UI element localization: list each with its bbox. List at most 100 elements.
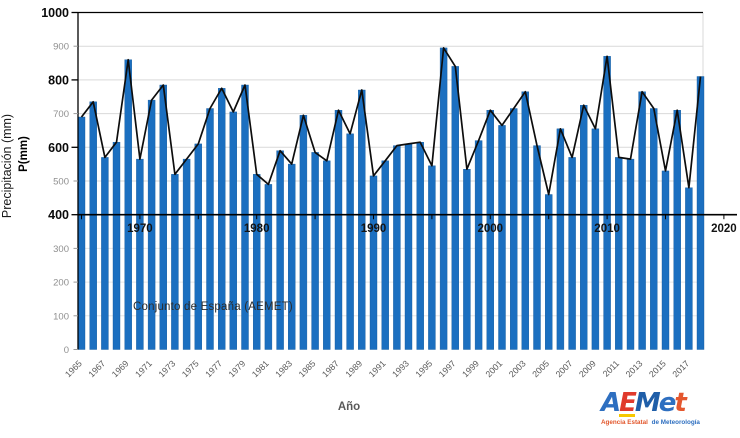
bar-1982 <box>276 150 284 350</box>
bar-1987 <box>334 109 343 350</box>
bar-1967 <box>101 157 109 350</box>
bar-1975 <box>194 143 203 350</box>
y-label-500: 500 <box>53 177 69 188</box>
y-axis-title-secondary: P(mm) <box>18 136 30 172</box>
y-label-1000: 1000 <box>41 6 69 20</box>
bar-2002 <box>510 108 518 350</box>
grid-group <box>78 12 704 350</box>
bar-1978 <box>229 111 238 350</box>
bar-1974 <box>182 158 191 350</box>
bars-group <box>77 47 705 350</box>
y-label-800: 800 <box>48 73 69 87</box>
decade-label-1990: 1990 <box>361 223 387 235</box>
y-label-700: 700 <box>53 109 69 120</box>
year-label-1973: 1973 <box>156 358 177 379</box>
year-label-1971: 1971 <box>133 358 154 379</box>
aemet-logo-word: AEMet <box>601 388 701 418</box>
bar-2006 <box>556 128 565 350</box>
bar-1966 <box>89 101 97 350</box>
bar-1976 <box>206 108 214 350</box>
bar-1999 <box>474 140 483 350</box>
year-label-1975: 1975 <box>180 358 201 379</box>
y-tick-labels: 0 100 200 300 400 500 600 700 800 900 1000 <box>41 6 78 356</box>
bar-2010 <box>603 56 611 350</box>
bar-2015 <box>661 170 670 350</box>
year-label-2017: 2017 <box>670 358 691 379</box>
bar-1980 <box>252 174 261 350</box>
aemet-tagline-left: Agencia Estatal <box>601 419 648 426</box>
year-label-1965: 1965 <box>63 358 84 379</box>
bar-1992 <box>393 145 401 350</box>
year-label-1995: 1995 <box>413 358 434 379</box>
decade-label-2010: 2010 <box>594 223 620 235</box>
bar-1985 <box>311 152 319 350</box>
bar-1970 <box>136 158 144 350</box>
year-label-1989: 1989 <box>343 358 364 379</box>
bar-1981 <box>264 184 273 350</box>
bar-2009 <box>591 128 600 350</box>
bar-1969 <box>124 59 132 350</box>
bar-1990 <box>369 175 378 350</box>
bar-1998 <box>463 168 471 350</box>
y-label-0: 0 <box>64 345 69 356</box>
year-label-1991: 1991 <box>367 358 388 379</box>
decade-labels: 1970 1980 1990 2000 2010 2020 <box>127 223 737 235</box>
bar-2012 <box>626 158 635 350</box>
bar-2001 <box>498 125 506 350</box>
y-label-400: 400 <box>48 208 69 222</box>
bar-1973 <box>171 174 179 350</box>
bar-2011 <box>615 157 623 350</box>
year-label-2009: 2009 <box>577 358 598 379</box>
logo-letter: e <box>658 388 677 418</box>
year-label-2001: 2001 <box>483 358 504 379</box>
bar-2007 <box>568 157 576 350</box>
aemet-logo-tagline: Agencia Estatal de Meteorología <box>601 419 701 426</box>
logo-letter: M <box>634 388 661 418</box>
bar-1968 <box>112 141 121 350</box>
year-label-1979: 1979 <box>227 358 248 379</box>
decade-label-2020: 2020 <box>711 223 737 235</box>
bar-2003 <box>521 91 529 350</box>
bar-2013 <box>638 91 646 350</box>
bar-2008 <box>580 104 588 350</box>
y-label-600: 600 <box>48 141 69 155</box>
bar-1988 <box>346 133 354 350</box>
aemet-logo: AEMet Agencia Estatal de Meteorología <box>601 388 701 426</box>
year-label-1967: 1967 <box>86 358 107 379</box>
year-label-2005: 2005 <box>530 358 551 379</box>
bar-2017 <box>685 187 693 350</box>
bar-1993 <box>404 143 413 350</box>
bar-1989 <box>358 89 366 350</box>
year-label-2007: 2007 <box>554 358 575 379</box>
aemet-tagline-right: de Meteorología <box>651 419 700 426</box>
bar-1995 <box>428 165 436 350</box>
decade-label-2000: 2000 <box>478 223 504 235</box>
bar-1965 <box>77 116 86 350</box>
year-label-1997: 1997 <box>437 358 458 379</box>
logo-letter: t <box>674 388 687 418</box>
bar-1984 <box>299 115 308 350</box>
logo-letter: A <box>601 388 621 418</box>
bar-1986 <box>323 160 331 350</box>
year-label-1993: 1993 <box>390 358 411 379</box>
x-year-labels: 1965 1967 1969 1971 1973 1975 1977 1979 1981 1983… <box>63 358 691 379</box>
bar-2014 <box>650 108 658 350</box>
decade-label-1970: 1970 <box>127 223 153 235</box>
line-series <box>80 47 702 196</box>
x-axis-ticks <box>81 214 725 220</box>
year-label-1985: 1985 <box>297 358 318 379</box>
x-axis-title: Año <box>337 401 361 413</box>
year-label-1983: 1983 <box>273 358 294 379</box>
decade-label-1980: 1980 <box>244 223 270 235</box>
year-label-2013: 2013 <box>624 358 645 379</box>
bar-2016 <box>673 109 681 350</box>
bar-2004 <box>533 145 541 350</box>
bar-1983 <box>288 163 296 350</box>
year-label-2003: 2003 <box>507 358 528 379</box>
series-annotation: Conjunto de España (AEMET) <box>133 301 293 313</box>
year-label-1987: 1987 <box>320 358 341 379</box>
year-label-1999: 1999 <box>460 358 481 379</box>
bar-1996 <box>439 47 448 350</box>
y-label-900: 900 <box>53 42 69 53</box>
